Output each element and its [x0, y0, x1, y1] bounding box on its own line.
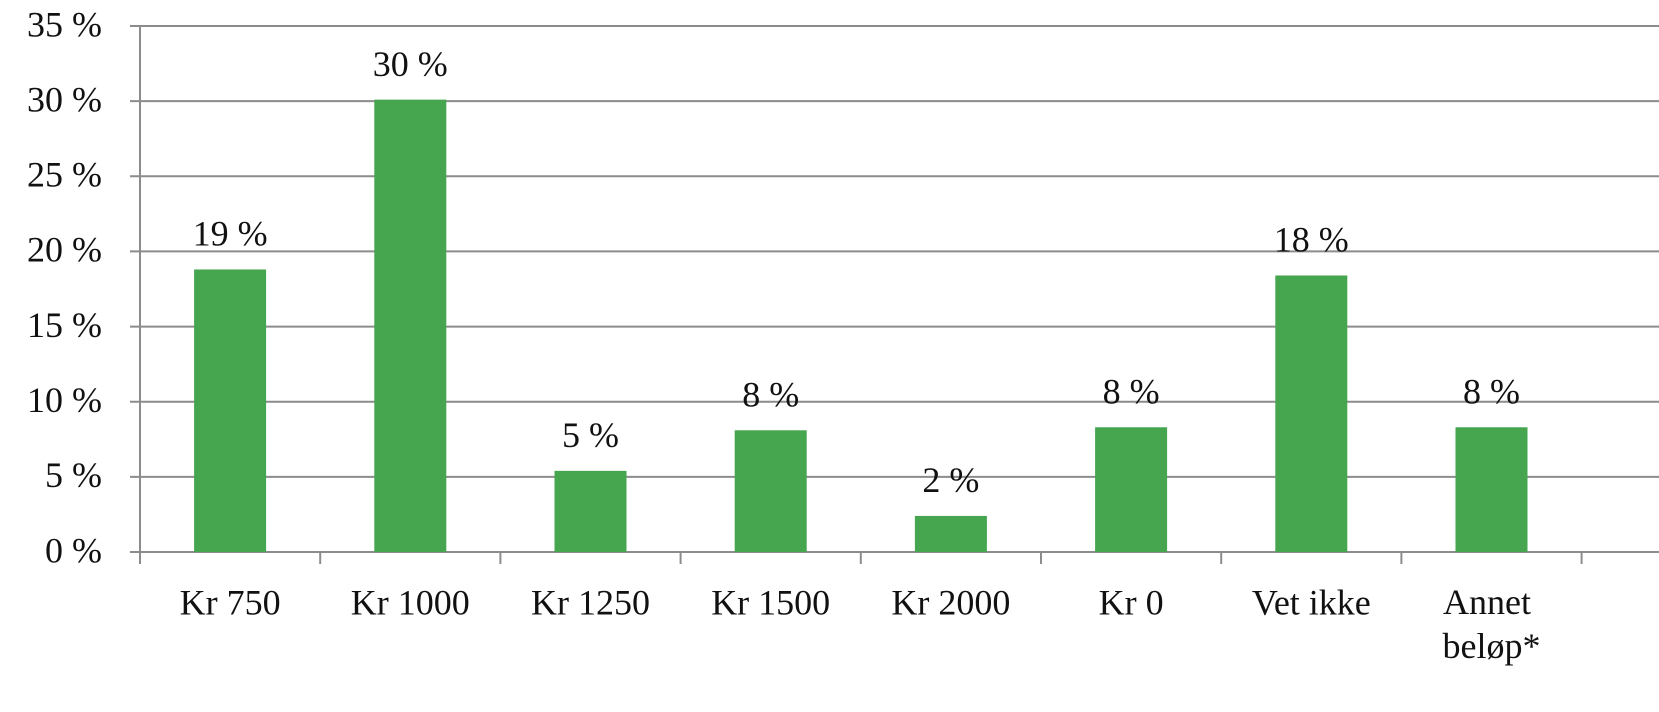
bar: [374, 99, 447, 552]
value-label: 2 %: [922, 460, 979, 500]
x-tick-label: Kr 750: [180, 582, 281, 622]
value-label: 8 %: [742, 375, 799, 415]
bar: [914, 515, 987, 552]
x-tick-label: Kr 0: [1099, 582, 1164, 622]
value-label: 19 %: [193, 214, 268, 254]
y-tick-label: 25 %: [27, 155, 102, 195]
x-tick-label: Kr 2000: [891, 582, 1010, 622]
y-tick-label: 10 %: [27, 380, 102, 420]
value-label: 5 %: [562, 415, 619, 455]
y-tick-label: 5 %: [45, 455, 102, 495]
y-tick-label: 35 %: [27, 4, 102, 44]
bar: [734, 430, 807, 552]
bar: [1275, 275, 1348, 552]
x-tick-label: Kr 1250: [531, 582, 650, 622]
value-label: 18 %: [1274, 220, 1349, 260]
x-tick-label: Annet beløp*: [1443, 582, 1541, 666]
x-tick-label: Kr 1000: [351, 582, 470, 622]
bar: [1095, 427, 1168, 552]
x-tick-label: Kr 1500: [711, 582, 830, 622]
bar: [554, 470, 627, 552]
x-tick-label: Vet ikke: [1252, 582, 1371, 622]
bar: [194, 269, 267, 552]
value-label: 8 %: [1463, 372, 1520, 412]
y-tick-label: 20 %: [27, 230, 102, 270]
y-tick-label: 15 %: [27, 305, 102, 345]
y-tick-label: 0 %: [45, 530, 102, 570]
value-label: 8 %: [1103, 372, 1160, 412]
value-label: 30 %: [373, 44, 448, 84]
bar: [1455, 427, 1528, 552]
y-tick-label: 30 %: [27, 79, 102, 119]
